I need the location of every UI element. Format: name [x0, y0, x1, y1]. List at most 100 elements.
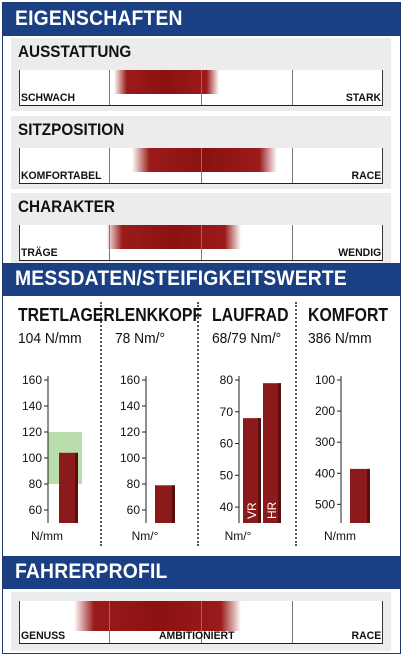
y-tick-label: 60	[29, 503, 43, 517]
chart-title-lenkkopf: LENKKOPF	[115, 305, 203, 325]
scale-tick	[201, 601, 202, 644]
y-tick-label: 140	[22, 399, 42, 413]
scale-baseline	[19, 105, 383, 106]
chart-value-tretlager: 104 N/mm	[18, 330, 82, 347]
scale-left-label: GENUSS	[21, 630, 66, 642]
y-tick-label: 100	[22, 451, 42, 465]
bar	[350, 468, 370, 523]
property-block-charakter: CHARAKTER TRÄGE WENDIG	[11, 193, 391, 266]
y-tick-label: 50	[220, 468, 234, 482]
section-title: EIGENSCHAFTEN	[15, 7, 183, 30]
chart-value-komfort: 386 N/mm	[308, 330, 372, 347]
scale-tick	[382, 225, 383, 261]
scale-tick	[292, 601, 293, 644]
y-tick-label: 500	[315, 497, 335, 511]
chart-title-komfort: KOMFORT	[308, 305, 389, 325]
chart-value-lenkkopf: 78 Nm/°	[115, 330, 166, 347]
y-tick-label: 400	[315, 466, 335, 480]
section-title: MESSDATEN/STEIFIGKEITSWERTE	[15, 267, 348, 290]
y-tick-label: 70	[220, 405, 234, 419]
property-title: SITZPOSITION	[18, 120, 125, 139]
y-tick-label: 100	[120, 451, 140, 465]
y-tick-label: 120	[22, 425, 42, 439]
scale-tick	[109, 225, 110, 261]
column-divider	[100, 302, 102, 546]
bar	[155, 485, 175, 523]
property-title: AUSSTATTUNG	[18, 42, 132, 61]
y-tick-label: 100	[315, 373, 335, 387]
scale-right-label: RACE	[351, 170, 381, 182]
bar-shade	[278, 383, 281, 523]
scale-tick	[382, 601, 383, 644]
property-title: CHARAKTER	[18, 197, 115, 216]
property-scale: TRÄGE WENDIG	[19, 225, 383, 261]
scale-tick	[201, 148, 202, 184]
bar-category-label: HR	[265, 501, 279, 519]
y-tick-label: 60	[220, 437, 234, 451]
scale-tick	[19, 225, 20, 261]
scale-tick	[201, 225, 202, 261]
scale-tick	[292, 70, 293, 106]
stiffness-charts: TRETLAGER 104 N/mm LENKKOPF 78 Nm/° LAUF…	[3, 296, 400, 554]
property-block-fahrerprofil: GENUSS AMBITIONIERT RACE	[11, 592, 391, 651]
y-tick-label: 200	[315, 404, 335, 418]
section-header-fahrerprofil: FAHRERPROFIL	[3, 556, 400, 589]
scale-tick	[109, 601, 110, 644]
y-tick-label: 160	[22, 373, 42, 387]
scale-left-label: SCHWACH	[21, 92, 76, 104]
property-range	[131, 148, 278, 172]
property-scale: GENUSS AMBITIONIERT RACE	[19, 601, 383, 644]
scale-tick	[19, 148, 20, 184]
y-tick-label: 80	[127, 477, 141, 491]
chart-title-laufrad: LAUFRAD	[212, 305, 289, 325]
stiffness-chart-canvas: 160 140 120 100 80 60 N/mm 160 140 120 100 80 60 Nm/°…	[22, 373, 370, 543]
scale-tick	[109, 70, 110, 106]
scale-tick	[109, 148, 110, 184]
bar-shade	[75, 452, 78, 523]
y-tick-label: 160	[120, 373, 140, 387]
scale-tick	[292, 148, 293, 184]
scale-baseline	[19, 260, 383, 261]
y-tick-label: 80	[29, 477, 43, 491]
scale-right-label: STARK	[345, 92, 381, 104]
y-tick-label: 140	[120, 399, 140, 413]
property-range	[113, 70, 220, 94]
property-range	[106, 225, 242, 249]
section-header-eigenschaften: EIGENSCHAFTEN	[3, 3, 400, 36]
chart-value-laufrad: 68/79 Nm/°	[212, 330, 282, 347]
unit-label: Nm/°	[132, 529, 159, 543]
scale-baseline	[19, 643, 383, 644]
y-tick-label: 80	[220, 373, 234, 387]
property-range	[73, 601, 242, 631]
y-tick-label: 40	[220, 500, 234, 514]
y-tick-label: 300	[315, 435, 335, 449]
scale-right-label: WENDIG	[338, 247, 381, 259]
column-divider	[197, 302, 199, 546]
bar-shade	[367, 468, 370, 523]
scale-center-label: AMBITIONIERT	[159, 630, 235, 642]
y-tick-label: 60	[127, 503, 141, 517]
scale-left-label: TRÄGE	[21, 247, 58, 259]
unit-label: N/mm	[324, 529, 356, 543]
scale-right-label: RACE	[351, 630, 381, 642]
section-header-messdaten: MESSDATEN/STEIFIGKEITSWERTE	[3, 263, 400, 296]
bar-shade	[172, 485, 175, 523]
unit-label: Nm/°	[225, 529, 252, 543]
scale-tick	[19, 70, 20, 106]
property-block-ausstattung: AUSSTATTUNG SCHWACH STARK	[11, 38, 391, 111]
y-tick-label: 120	[120, 425, 140, 439]
scale-tick	[292, 225, 293, 261]
scale-baseline	[19, 183, 383, 184]
bar	[243, 418, 261, 523]
bar	[59, 452, 78, 523]
unit-label: N/mm	[31, 529, 63, 543]
scale-tick	[382, 70, 383, 106]
scale-tick	[201, 70, 202, 106]
chart-title-tretlager: TRETLAGER	[18, 305, 115, 325]
section-title: FAHRERPROFIL	[15, 560, 168, 583]
bar-shade	[258, 418, 261, 523]
column-divider	[295, 302, 297, 546]
property-block-sitzposition: SITZPOSITION KOMFORTABEL RACE	[11, 116, 391, 189]
bar-category-label: VR	[245, 502, 259, 519]
